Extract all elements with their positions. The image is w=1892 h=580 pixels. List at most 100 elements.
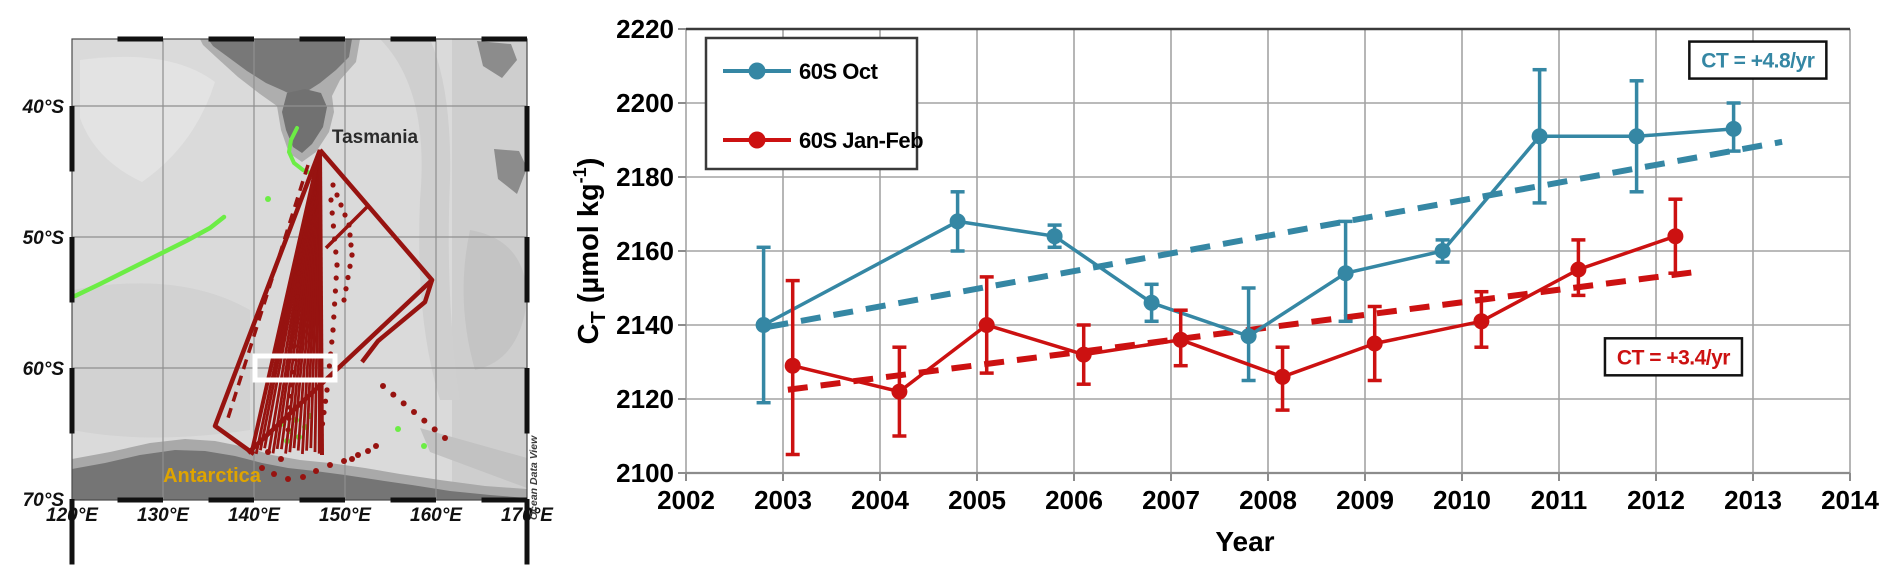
map-lat-label: 60°S [23, 359, 65, 380]
ship-track-dot [411, 409, 417, 415]
tasmania-label: Tasmania [332, 127, 419, 148]
data-point-marker [1473, 313, 1490, 330]
ship-track-dot [326, 363, 332, 369]
ship-track-dot [292, 330, 298, 336]
x-tick-label: 2007 [1142, 485, 1200, 515]
ship-track-dot [329, 210, 335, 216]
data-point-marker [1143, 294, 1160, 311]
ship-track-dot [431, 426, 438, 433]
ship-track-dot [297, 247, 303, 253]
y-tick-label: 2200 [616, 88, 674, 118]
data-point-marker [1531, 128, 1548, 145]
map-land-antarctica [72, 450, 527, 500]
bathymetry-patch [72, 283, 250, 438]
ship-track-dot [330, 327, 336, 333]
ship-track-line [318, 149, 324, 456]
y-axis-title: CT (µmol kg-1) [570, 158, 610, 345]
legend-entry: 60S Jan-Feb [723, 128, 924, 153]
x-tick-label: 2008 [1239, 485, 1297, 515]
ship-track-dot [296, 270, 302, 276]
data-point-marker [1240, 328, 1257, 345]
x-tick-label: 2002 [657, 485, 715, 515]
y-tick-label: 2220 [616, 14, 674, 44]
x-tick-label: 2006 [1045, 485, 1103, 515]
ship-track-dot [331, 314, 337, 320]
y-tick-label: 2160 [616, 236, 674, 266]
ship-track-dot [346, 222, 352, 228]
data-point-marker [978, 317, 995, 333]
annotation: CT = +4.8/yr [1688, 40, 1828, 80]
map-border-tick [208, 497, 254, 503]
series-line [762, 127, 1734, 338]
map-border-tick [69, 499, 75, 565]
legend-box [704, 36, 919, 171]
antarctica-label: Antarctica [163, 465, 262, 487]
map-lon-label: 140°E [228, 505, 281, 526]
ship-track-dot [380, 383, 386, 389]
ship-track-line [250, 149, 322, 452]
legend-label: 60S Oct [799, 59, 879, 84]
x-axis-title: Year [1215, 526, 1274, 557]
map-lon-label: 120°E [46, 505, 99, 526]
map-border-tick [481, 497, 527, 503]
data-point-marker [1570, 261, 1587, 278]
ship-track-dot [292, 343, 297, 349]
map-border-tick [390, 497, 436, 503]
map-border-tick [524, 237, 530, 303]
ship-track-dot [333, 249, 339, 255]
data-point-marker [755, 317, 772, 333]
ship-track-dot [319, 421, 326, 427]
map-border-tick [117, 36, 163, 42]
ship-track-line [360, 279, 435, 364]
map-border-tick [208, 36, 254, 42]
ship-track-dot [343, 286, 349, 292]
ship-track-dot [349, 252, 355, 258]
data-point-marker [1274, 368, 1291, 385]
ship-track-dot [332, 288, 338, 294]
ship-track-dot [333, 275, 339, 281]
x-tick-label: 2014 [1821, 485, 1879, 515]
ship-track-dot [271, 471, 277, 477]
ship-track-dot [345, 274, 351, 281]
ship-tracks [212, 148, 448, 482]
ship-track-dot [373, 443, 379, 449]
data-point-marker [1667, 228, 1684, 245]
x-tick-label: 2003 [754, 485, 812, 515]
legend-marker [748, 131, 766, 149]
bathymetry-patch [380, 39, 460, 400]
data-point-marker [1337, 265, 1354, 282]
front-dot [265, 196, 271, 202]
ship-track-dot [347, 232, 353, 238]
ship-track-dot [290, 369, 296, 375]
ship-track-dot [332, 301, 338, 307]
x-tick-label: 2005 [948, 485, 1006, 515]
map-border-tick [524, 499, 530, 565]
bathymetry-patch [463, 230, 527, 370]
ship-track-dot [334, 192, 340, 198]
series-line [792, 234, 1676, 394]
ship-track-dot [318, 432, 324, 438]
ship-track-line [318, 148, 370, 250]
y-tick-label: 2120 [616, 384, 674, 414]
map-border-tick [524, 106, 530, 172]
ship-track-dot [355, 452, 361, 458]
front-dot [395, 426, 401, 432]
ship-track-dot [327, 462, 333, 468]
ship-track-dot [278, 456, 284, 462]
map-land-australia [208, 39, 352, 97]
ship-track-dot [390, 391, 397, 398]
ship-track-dot [287, 405, 293, 410]
ship-track-dot [286, 416, 292, 422]
data-point-marker [1725, 120, 1742, 137]
ship-track-dot [338, 202, 344, 208]
data-point-marker [1366, 335, 1383, 352]
ship-track-dot [400, 400, 407, 407]
x-tick-label: 2013 [1724, 485, 1782, 515]
trend-line [787, 269, 1696, 393]
map-land-patch [494, 149, 527, 194]
map-lon-label: 150°E [319, 505, 372, 526]
map-border-tick [117, 497, 163, 503]
ship-track-dot [347, 263, 353, 269]
